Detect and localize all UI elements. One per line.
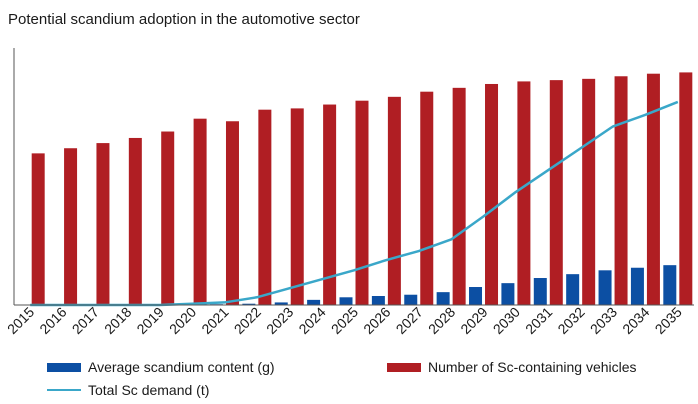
line-layer — [30, 100, 679, 307]
bar-vehicles-2028 — [452, 87, 466, 305]
bar-vehicles-2026 — [387, 96, 401, 305]
legend-item-avg-content: Average scandium content (g) — [47, 359, 275, 375]
x-tick-label-2026: 2026 — [360, 304, 393, 337]
bar-vehicles-2034 — [646, 73, 660, 305]
x-tick-label-2019: 2019 — [133, 304, 166, 337]
bar-avg-content-2034 — [630, 267, 644, 305]
x-tick-label-2025: 2025 — [328, 304, 361, 337]
bar-vehicles-2021 — [225, 121, 239, 305]
x-tick-label-2023: 2023 — [263, 304, 296, 337]
x-tick-label-2015: 2015 — [4, 304, 37, 337]
bar-vehicles-2031 — [549, 80, 563, 306]
x-tick-label-2018: 2018 — [101, 304, 134, 337]
bar-avg-content-2025 — [339, 297, 353, 305]
chart-title: Potential scandium adoption in the autom… — [8, 11, 360, 28]
bar-vehicles-2019 — [161, 131, 175, 305]
bars-layer — [31, 72, 693, 306]
bar-avg-content-2028 — [436, 292, 450, 305]
x-tick-label-2035: 2035 — [652, 304, 685, 337]
x-tick-label-2031: 2031 — [522, 304, 555, 337]
x-tick-label-2030: 2030 — [490, 304, 523, 337]
bar-avg-content-2029 — [469, 287, 483, 305]
bar-vehicles-2029 — [485, 83, 499, 305]
bar-vehicles-2017 — [96, 143, 110, 305]
bar-vehicles-2027 — [420, 91, 434, 305]
x-tick-label-2022: 2022 — [231, 304, 264, 337]
bar-vehicles-2033 — [614, 76, 628, 306]
legend-swatch-total-demand — [47, 389, 81, 391]
bar-avg-content-2033 — [598, 270, 612, 305]
legend-label-avg-content: Average scandium content (g) — [88, 359, 275, 375]
legend-label-vehicles: Number of Sc-containing vehicles — [428, 359, 637, 375]
bar-vehicles-2032 — [582, 78, 596, 305]
bar-vehicles-2023 — [290, 108, 304, 306]
x-tick-label-2029: 2029 — [457, 304, 490, 337]
line-total-demand — [30, 100, 679, 307]
bar-vehicles-2035 — [679, 72, 693, 305]
x-tick-label-2027: 2027 — [393, 304, 426, 337]
x-tick-labels: 2015 2016 2017 2018 2019 2020 2021 2022 2023 2024… — [4, 304, 685, 337]
legend-swatch-vehicles — [387, 362, 421, 372]
x-tick-label-2028: 2028 — [425, 304, 458, 337]
bar-vehicles-2016 — [64, 148, 78, 305]
x-tick-label-2033: 2033 — [587, 304, 620, 337]
bar-vehicles-2018 — [128, 137, 142, 305]
x-tick-label-2021: 2021 — [198, 304, 231, 337]
bar-vehicles-2020 — [193, 118, 207, 306]
bar-avg-content-2031 — [533, 278, 547, 305]
legend-label-total-demand: Total Sc demand (t) — [88, 382, 210, 398]
bar-vehicles-2024 — [323, 104, 337, 305]
bar-vehicles-2022 — [258, 109, 272, 306]
bar-avg-content-2035 — [663, 265, 677, 305]
bar-avg-content-2022 — [242, 303, 256, 305]
bar-vehicles-2015 — [31, 153, 45, 305]
bar-avg-content-2026 — [371, 296, 385, 305]
bar-avg-content-2023 — [274, 302, 288, 305]
legend-item-total-demand: Total Sc demand (t) — [47, 382, 209, 398]
x-tick-label-2020: 2020 — [166, 304, 199, 337]
bar-vehicles-2025 — [355, 100, 369, 305]
bar-vehicles-2030 — [517, 81, 531, 305]
x-tick-label-2017: 2017 — [69, 304, 102, 337]
legend-swatch-avg-content — [47, 362, 81, 372]
legend-item-vehicles: Number of Sc-containing vehicles — [387, 359, 637, 375]
bar-avg-content-2032 — [566, 274, 580, 305]
x-tick-label-2016: 2016 — [36, 304, 69, 337]
bar-avg-content-2027 — [404, 294, 418, 305]
x-tick-label-2034: 2034 — [619, 304, 652, 337]
bar-avg-content-2024 — [307, 299, 321, 305]
x-tick-label-2024: 2024 — [295, 304, 328, 337]
x-tick-label-2032: 2032 — [554, 304, 587, 337]
bar-avg-content-2030 — [501, 283, 515, 305]
